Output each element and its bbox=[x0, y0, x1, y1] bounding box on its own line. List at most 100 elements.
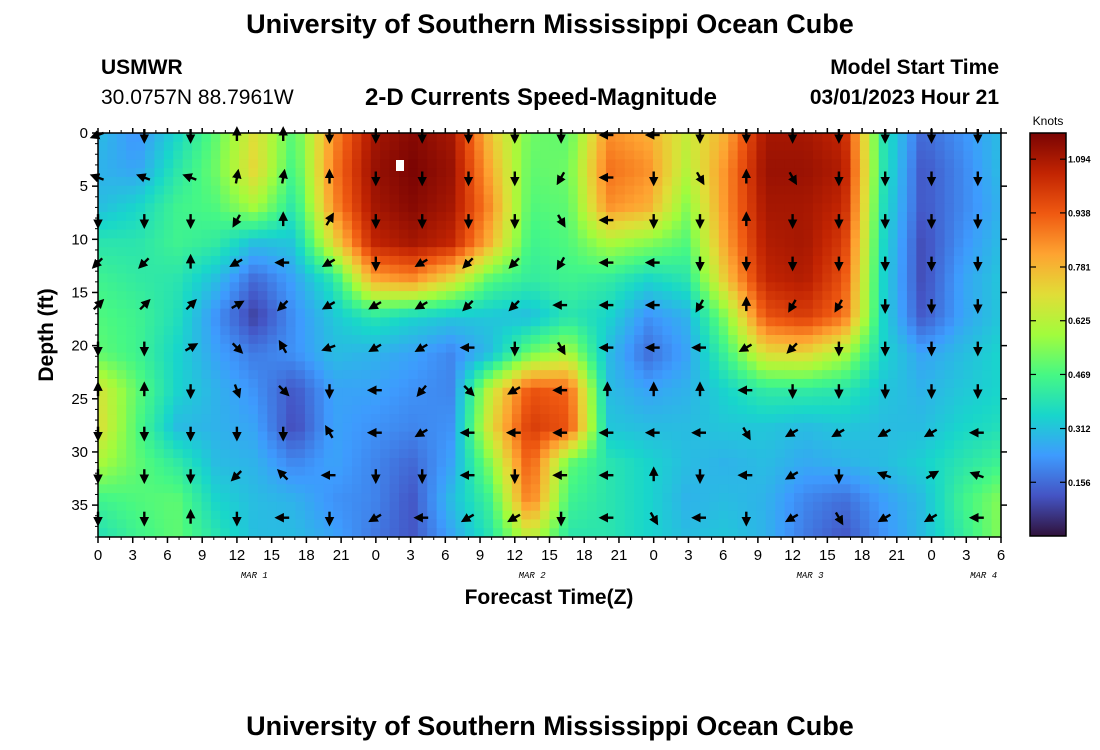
heatmap-cell bbox=[831, 326, 842, 336]
heatmap-cell bbox=[257, 387, 268, 398]
heatmap-cell bbox=[116, 493, 127, 503]
heatmap-cell bbox=[700, 370, 711, 380]
heatmap-cell bbox=[869, 449, 880, 459]
heatmap-cell bbox=[906, 484, 917, 494]
heatmap-cell bbox=[615, 396, 626, 406]
heatmap-cell bbox=[859, 493, 870, 503]
heatmap-cell bbox=[963, 299, 974, 310]
heatmap-cell bbox=[822, 405, 833, 415]
heatmap-cell bbox=[361, 168, 372, 178]
heatmap-cell bbox=[163, 317, 174, 327]
heatmap-cell bbox=[210, 220, 221, 231]
heatmap-cell bbox=[615, 422, 626, 433]
heatmap-cell bbox=[869, 387, 880, 398]
heatmap-cell bbox=[953, 168, 964, 178]
heatmap-cell bbox=[784, 229, 795, 239]
heatmap-cell bbox=[841, 396, 852, 406]
heatmap-cell bbox=[286, 422, 297, 433]
heatmap-cell bbox=[530, 212, 541, 222]
heatmap-cell bbox=[107, 431, 118, 441]
heatmap-cell bbox=[163, 141, 174, 152]
heatmap-cell bbox=[521, 194, 532, 204]
heatmap-cell bbox=[709, 501, 720, 512]
heatmap-cell bbox=[634, 229, 645, 239]
heatmap-cell bbox=[530, 493, 541, 503]
heatmap-cell bbox=[304, 493, 315, 503]
heatmap-cell bbox=[728, 466, 739, 477]
heatmap-cell bbox=[859, 405, 870, 415]
heatmap-cell bbox=[803, 457, 814, 468]
heatmap-cell bbox=[107, 308, 118, 319]
heatmap-cell bbox=[756, 466, 767, 477]
heatmap-cell bbox=[897, 440, 908, 450]
heatmap-cell bbox=[624, 335, 635, 345]
heatmap-cell bbox=[568, 387, 579, 398]
heatmap-cell bbox=[831, 141, 842, 152]
heatmap-cell bbox=[728, 273, 739, 283]
heatmap-cell bbox=[756, 291, 767, 301]
heatmap-cell bbox=[991, 291, 1001, 301]
heatmap-cell bbox=[257, 194, 268, 204]
heatmap-cell bbox=[709, 466, 720, 477]
heatmap-cell bbox=[718, 159, 729, 169]
heatmap-cell bbox=[380, 414, 391, 424]
heatmap-cell bbox=[342, 528, 353, 537]
heatmap-cell bbox=[154, 141, 165, 152]
heatmap-cell bbox=[399, 528, 410, 537]
heatmap-cell bbox=[850, 282, 861, 292]
heatmap-cell bbox=[925, 396, 936, 406]
heatmap-cell bbox=[116, 168, 127, 178]
heatmap-cell bbox=[436, 466, 447, 477]
heatmap-cell bbox=[577, 247, 588, 257]
heatmap-cell bbox=[154, 528, 165, 537]
heatmap-cell bbox=[549, 528, 560, 537]
heatmap-cell bbox=[737, 370, 748, 380]
heatmap-cell bbox=[464, 326, 475, 336]
heatmap-cell bbox=[831, 361, 842, 371]
heatmap-cell bbox=[615, 308, 626, 319]
heatmap-cell bbox=[446, 194, 457, 204]
heatmap-cell bbox=[210, 422, 221, 433]
heatmap-cell bbox=[116, 150, 127, 160]
heatmap-cell bbox=[333, 291, 344, 301]
heatmap-cell bbox=[408, 370, 419, 380]
heatmap-cell bbox=[624, 291, 635, 301]
heatmap-cell bbox=[399, 220, 410, 231]
heatmap-cell bbox=[380, 431, 391, 441]
heatmap-cell bbox=[276, 133, 287, 143]
heatmap-cell bbox=[916, 457, 927, 468]
heatmap-cell bbox=[295, 176, 306, 187]
heatmap-cell bbox=[408, 484, 419, 494]
heatmap-cell bbox=[850, 449, 861, 459]
heatmap-cell bbox=[220, 185, 231, 196]
heatmap-cell bbox=[963, 431, 974, 441]
heatmap-cell bbox=[878, 422, 889, 433]
heatmap-cell bbox=[304, 387, 315, 398]
heatmap-cell bbox=[333, 343, 344, 354]
heatmap-cell bbox=[690, 212, 701, 222]
heatmap-cell bbox=[662, 133, 673, 143]
heatmap-cell bbox=[963, 159, 974, 169]
heatmap-cell bbox=[803, 185, 814, 196]
heatmap-cell bbox=[126, 519, 137, 529]
heatmap-cell bbox=[812, 528, 823, 537]
heatmap-cell bbox=[982, 493, 993, 503]
heatmap-cell bbox=[389, 493, 400, 503]
colorbar-tick-label: 0.156 bbox=[1068, 478, 1091, 488]
heatmap-cell bbox=[784, 317, 795, 327]
heatmap-cell bbox=[267, 475, 278, 485]
heatmap-cell bbox=[427, 343, 438, 354]
heatmap-cell bbox=[728, 299, 739, 310]
heatmap-cell bbox=[173, 493, 184, 503]
heatmap-cell bbox=[361, 361, 372, 371]
heatmap-cell bbox=[239, 326, 250, 336]
heatmap-cell bbox=[511, 378, 522, 389]
heatmap-cell bbox=[427, 220, 438, 231]
heatmap-cell bbox=[756, 343, 767, 354]
heatmap-cell bbox=[333, 141, 344, 152]
heatmap-cell bbox=[380, 510, 391, 521]
heatmap-cell bbox=[671, 449, 682, 459]
heatmap-cell bbox=[455, 414, 466, 424]
heatmap-cell bbox=[126, 440, 137, 450]
heatmap-cell bbox=[351, 466, 362, 477]
